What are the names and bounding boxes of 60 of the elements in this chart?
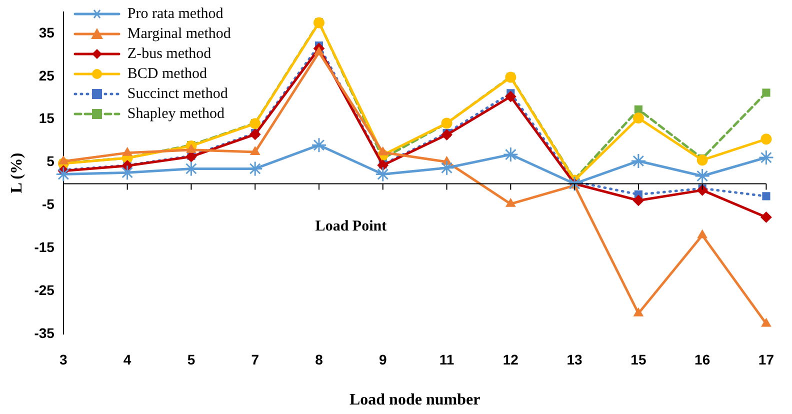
point (250, 128, 261, 140)
x-tick-label: 3 (60, 351, 68, 368)
x-tick-label: 15 (630, 351, 646, 368)
x-tick-label: 16 (694, 351, 710, 368)
point (439, 160, 455, 176)
annotation: Load Point (315, 218, 387, 235)
point (696, 154, 708, 166)
y-tick-label: -5 (42, 196, 55, 212)
point (186, 144, 196, 153)
point (697, 230, 708, 238)
y-tick-label: -35 (34, 324, 55, 341)
point (634, 308, 644, 316)
point (634, 105, 642, 114)
point (762, 88, 770, 97)
y-tick-label: 25 (38, 67, 55, 84)
legend-label: Z-bus method (127, 46, 212, 62)
point (696, 184, 708, 196)
point (505, 91, 516, 102)
point (762, 192, 770, 200)
x-tick-label: 7 (251, 351, 260, 368)
point (502, 146, 518, 162)
legend-label: Pro rata method (127, 6, 224, 22)
point (377, 160, 388, 171)
point (760, 212, 772, 223)
x-tick-label: 13 (566, 351, 583, 368)
point (632, 112, 644, 124)
x-tick-label: 9 (378, 351, 387, 368)
y-tick-label: -25 (34, 282, 55, 298)
point (630, 153, 646, 169)
x-tick-label: 11 (439, 351, 454, 368)
point (250, 146, 260, 155)
y-tick-label: -15 (34, 238, 55, 255)
point (758, 150, 774, 166)
point (761, 318, 772, 327)
point (314, 46, 324, 56)
y-tick-label: 15 (38, 110, 55, 126)
x-tick-label: 5 (187, 351, 196, 368)
point (378, 146, 388, 156)
point (58, 156, 68, 164)
point (311, 137, 327, 153)
point (632, 194, 644, 206)
legend-label: Succinct method (127, 86, 228, 102)
point (120, 164, 136, 180)
x-axis-title: Load node number (349, 392, 480, 409)
point (441, 129, 452, 140)
y-axis-title: L (%) (8, 152, 26, 194)
point (375, 166, 391, 182)
legend-label: Shapley method (127, 106, 224, 122)
x-tick-label: 8 (315, 351, 324, 368)
point (506, 198, 516, 207)
point (694, 168, 710, 184)
point (122, 147, 132, 156)
x-tick-label: 17 (758, 351, 774, 368)
y-tick-label: 5 (46, 153, 55, 170)
x-tick-label: 4 (123, 351, 132, 368)
legend-label: Marginal method (127, 26, 231, 42)
y-tick-label: 35 (38, 24, 55, 40)
legend-label: BCD method (127, 66, 208, 82)
point (760, 134, 772, 145)
x-tick-label: 12 (502, 351, 519, 368)
